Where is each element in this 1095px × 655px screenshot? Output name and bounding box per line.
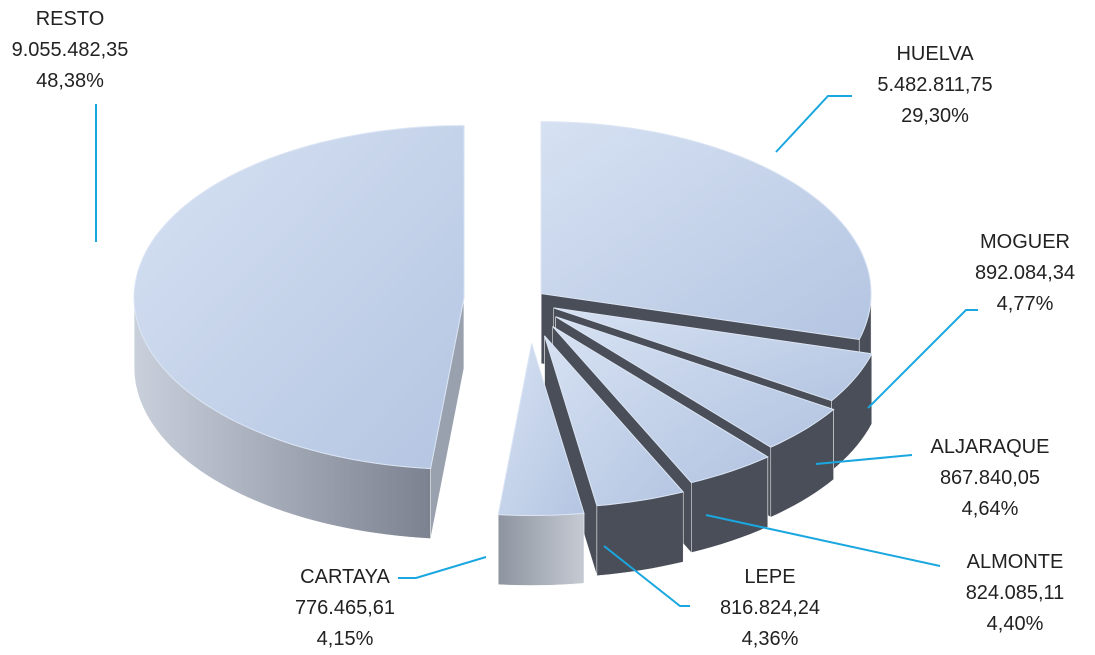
- label-percent-almonte: 4,40%: [987, 613, 1044, 635]
- leader-line-lepe: [603, 545, 690, 607]
- label-name-moguer: MOGUER: [980, 231, 1070, 253]
- label-value-huelva: 5.482.811,75: [877, 74, 992, 96]
- label-value-cartaya: 776.465,61: [295, 597, 395, 619]
- label-name-cartaya: CARTAYA: [300, 566, 390, 588]
- label-name-huelva: HUELVA: [896, 43, 974, 65]
- label-percent-resto: 48,38%: [36, 70, 104, 92]
- leader-line-aljaraque: [815, 454, 913, 465]
- label-value-lepe: 816.824,24: [720, 597, 820, 619]
- label-name-resto: RESTO: [36, 8, 105, 30]
- pie-slices: [133, 121, 873, 586]
- label-percent-cartaya: 4,15%: [317, 628, 374, 650]
- slice-top-aljaraque: [555, 316, 835, 448]
- leader-lines: [95, 95, 978, 607]
- label-name-aljaraque: ALJARAQUE: [931, 436, 1050, 458]
- label-value-almonte: 824.085,11: [966, 582, 1065, 604]
- slice-top-huelva: [540, 121, 872, 341]
- slice-top-resto: [133, 124, 465, 470]
- slice-edge-cartaya-0: [497, 513, 585, 586]
- label-value-aljaraque: 867.840,05: [940, 467, 1040, 489]
- label-percent-huelva: 29,30%: [901, 105, 969, 127]
- label-percent-aljaraque: 4,64%: [962, 498, 1019, 520]
- slice-top-moguer: [553, 307, 873, 402]
- leader-line-almonte: [705, 514, 941, 567]
- slice-top-almonte: [552, 326, 769, 484]
- slice-cartaya: [497, 343, 585, 586]
- label-percent-moguer: 4,77%: [997, 293, 1054, 315]
- label-value-moguer: 892.084,34: [975, 262, 1075, 284]
- slice-labels: HUELVA 5.482.811,75 29,30% MOGUER 892.084,34…: [12, 8, 1075, 650]
- leader-line-cartaya: [398, 556, 487, 579]
- label-name-almonte: ALMONTE: [967, 551, 1064, 573]
- label-name-lepe: LEPE: [744, 566, 795, 588]
- label-value-resto: 9.055.482,35: [12, 39, 129, 61]
- leader-line-huelva: [775, 95, 852, 153]
- slice-lepe: [544, 335, 685, 576]
- slice-top-cartaya: [497, 343, 585, 517]
- leader-line-moguer: [867, 309, 978, 409]
- slice-top-lepe: [544, 335, 685, 507]
- label-percent-lepe: 4,36%: [742, 628, 799, 650]
- slice-resto: [133, 124, 465, 539]
